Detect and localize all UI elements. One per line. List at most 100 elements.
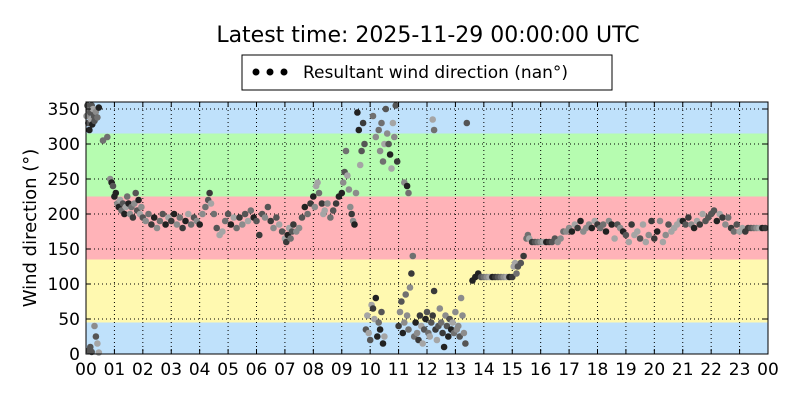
x-tick-label: 05 xyxy=(217,360,239,380)
data-point xyxy=(358,147,365,155)
data-point xyxy=(413,329,421,337)
data-point xyxy=(628,221,635,228)
data-point xyxy=(301,203,309,211)
data-point xyxy=(374,333,381,340)
data-point xyxy=(639,221,647,228)
data-point xyxy=(437,319,445,326)
data-point xyxy=(430,126,438,134)
x-tick-label: 23 xyxy=(729,360,751,380)
data-point xyxy=(396,308,404,316)
data-point xyxy=(91,322,98,330)
data-point xyxy=(430,287,438,295)
data-point xyxy=(386,151,394,158)
data-point xyxy=(112,189,120,197)
data-point xyxy=(278,228,286,235)
data-point xyxy=(426,333,434,340)
data-point xyxy=(241,210,249,218)
x-tick-label: 04 xyxy=(189,360,211,380)
x-tick-label: 06 xyxy=(246,360,268,380)
x-tick-label: 12 xyxy=(416,360,438,380)
data-point xyxy=(761,224,769,232)
data-point xyxy=(449,319,456,326)
data-point xyxy=(439,329,446,337)
data-point xyxy=(94,114,101,121)
data-point xyxy=(379,340,387,347)
data-point xyxy=(599,221,607,228)
data-point xyxy=(440,343,448,351)
data-point xyxy=(338,189,346,197)
legend: Resultant wind direction (nan°) xyxy=(241,54,613,91)
data-point xyxy=(199,210,206,218)
data-point xyxy=(401,319,408,326)
data-point xyxy=(653,228,661,235)
data-point xyxy=(730,228,738,235)
data-point xyxy=(457,294,465,302)
data-point xyxy=(185,210,192,218)
data-point xyxy=(86,126,93,134)
data-point xyxy=(129,214,137,221)
data-point xyxy=(187,221,195,228)
data-point xyxy=(290,221,297,228)
data-point xyxy=(662,231,669,239)
x-tick-label: 19 xyxy=(615,360,637,380)
data-point xyxy=(375,126,383,134)
data-point xyxy=(109,182,117,190)
data-point xyxy=(395,322,402,330)
data-point xyxy=(403,312,411,319)
data-point xyxy=(123,193,131,200)
data-point xyxy=(577,217,584,225)
data-point xyxy=(261,214,269,221)
data-point xyxy=(361,140,368,148)
data-point xyxy=(402,291,410,298)
y-tick-label: 150 xyxy=(48,240,80,260)
x-tick-label: 14 xyxy=(473,360,495,380)
data-point xyxy=(433,336,441,344)
data-point xyxy=(412,319,419,326)
data-point xyxy=(690,224,698,232)
data-point xyxy=(173,221,181,228)
data-point xyxy=(365,329,373,337)
data-point xyxy=(622,231,630,239)
data-point xyxy=(267,217,275,225)
legend-marker-1 xyxy=(252,68,260,76)
data-point xyxy=(236,214,243,221)
data-point xyxy=(311,203,319,211)
y-tick-label: 300 xyxy=(48,135,80,155)
data-point xyxy=(202,203,209,211)
data-point xyxy=(369,112,377,120)
data-point xyxy=(321,207,329,214)
data-point xyxy=(219,228,226,235)
data-point xyxy=(733,221,740,228)
x-axis-ticks: 00 01 02 03 04 05 06 07 08 09 10 11 12 13 14 15 16 17 18 19… xyxy=(75,102,779,380)
data-point xyxy=(230,214,238,221)
data-point xyxy=(273,214,280,221)
data-point xyxy=(182,217,189,225)
y-tick-label: 250 xyxy=(48,170,80,190)
data-point xyxy=(463,119,471,127)
data-point xyxy=(460,329,468,337)
y-tick-label: 50 xyxy=(58,310,80,330)
data-point xyxy=(95,104,103,111)
data-point xyxy=(142,217,149,225)
data-point xyxy=(135,196,142,204)
data-point xyxy=(318,200,326,207)
data-point xyxy=(344,172,351,179)
x-tick-label: 02 xyxy=(132,360,154,380)
data-point xyxy=(429,312,437,319)
data-point xyxy=(724,214,732,221)
data-point xyxy=(351,221,358,228)
data-point xyxy=(665,221,672,228)
data-point xyxy=(398,298,405,305)
data-point xyxy=(176,214,184,221)
data-point xyxy=(574,224,581,232)
data-point xyxy=(378,308,385,316)
data-point xyxy=(608,221,615,228)
data-point xyxy=(270,224,277,232)
data-point xyxy=(95,349,103,356)
data-point xyxy=(648,217,655,225)
data-point xyxy=(150,214,158,221)
x-tick-label: 22 xyxy=(700,360,722,380)
data-point xyxy=(376,326,384,333)
data-point xyxy=(138,203,145,211)
data-point xyxy=(213,224,220,232)
